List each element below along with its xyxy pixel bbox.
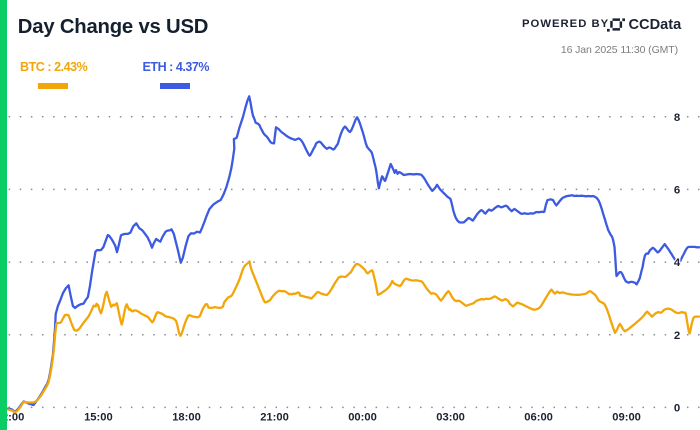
svg-text:09:00: 09:00 [612,411,641,423]
svg-text:00:00: 00:00 [348,411,377,423]
svg-text:03:00: 03:00 [436,411,465,423]
svg-text:21:00: 21:00 [260,411,289,423]
svg-text:18:00: 18:00 [172,411,201,423]
svg-text:15:00: 15:00 [84,411,113,423]
svg-text:4: 4 [674,257,681,269]
svg-text:8: 8 [674,112,680,124]
svg-text:06:00: 06:00 [524,411,553,423]
svg-text:0: 0 [674,403,680,415]
svg-text:2: 2 [674,330,680,342]
svg-text:6: 6 [674,185,680,197]
